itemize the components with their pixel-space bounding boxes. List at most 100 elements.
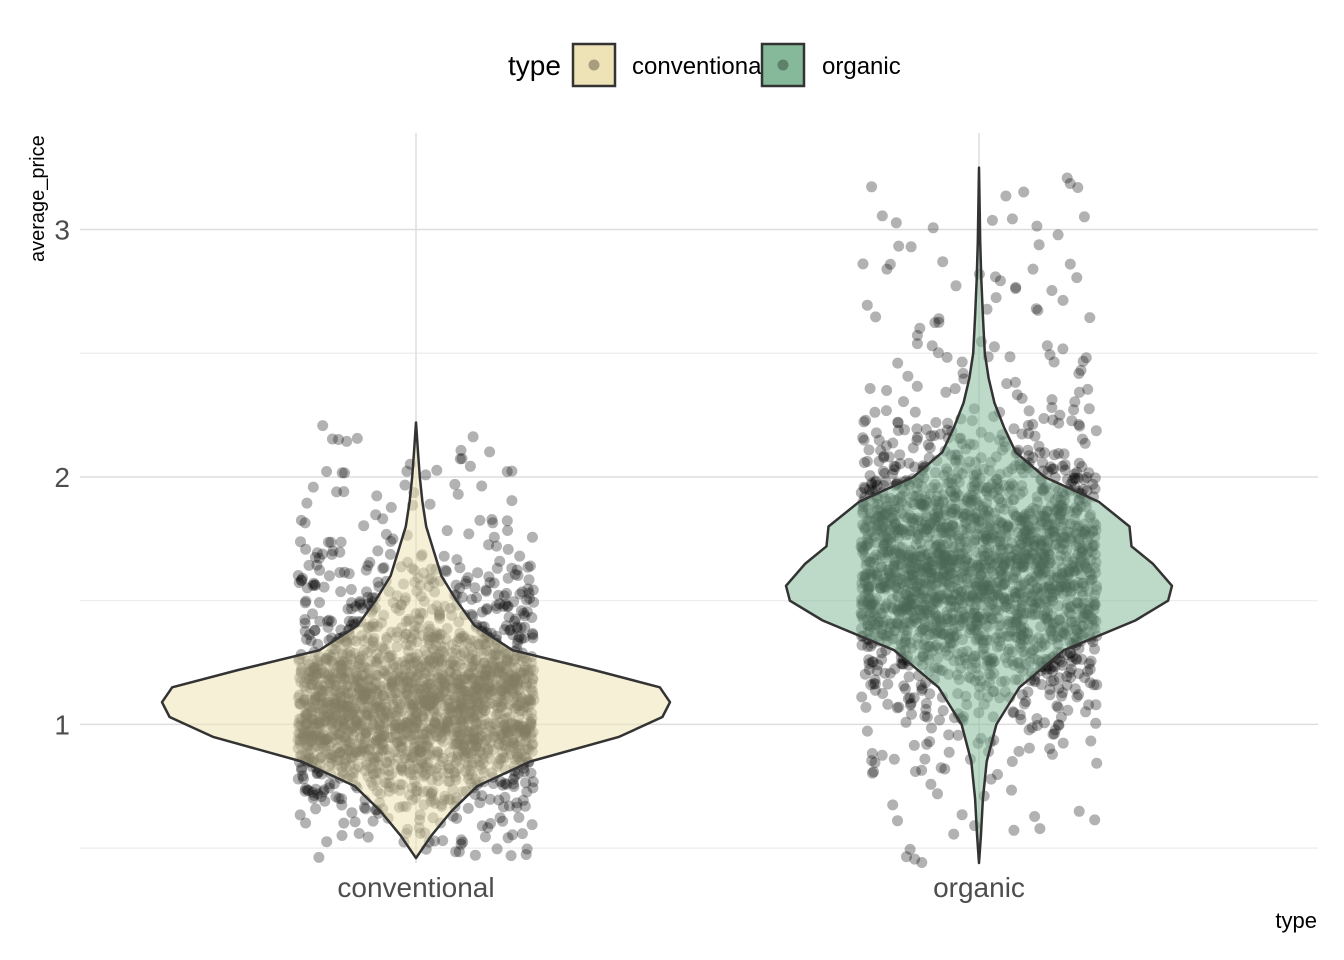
jitter-point bbox=[296, 764, 308, 776]
jitter-point bbox=[957, 367, 969, 379]
jitter-point bbox=[1057, 294, 1069, 306]
jitter-point bbox=[1087, 478, 1099, 490]
jitter-point bbox=[295, 536, 306, 548]
jitter-point bbox=[950, 280, 962, 292]
jitter-point bbox=[452, 488, 464, 500]
legend-label: conventional bbox=[632, 53, 767, 80]
jitter-point bbox=[523, 574, 535, 586]
jitter-point bbox=[518, 607, 530, 619]
jitter-point bbox=[378, 562, 390, 574]
jitter-point bbox=[321, 466, 333, 477]
jitter-point bbox=[1083, 403, 1095, 415]
jitter-point bbox=[994, 275, 1006, 287]
jitter-point bbox=[371, 490, 383, 502]
jitter-point bbox=[904, 699, 916, 711]
jitter-point bbox=[956, 356, 968, 368]
jitter-point bbox=[364, 556, 376, 568]
jitter-point bbox=[464, 460, 476, 472]
jitter-point bbox=[940, 386, 952, 398]
jitter-point bbox=[313, 552, 325, 564]
jitter-point bbox=[502, 832, 514, 844]
jitter-point bbox=[497, 815, 509, 827]
jitter-point bbox=[1030, 303, 1042, 315]
jitter-point bbox=[859, 483, 871, 495]
jitter-point bbox=[1064, 178, 1076, 189]
jitter-point bbox=[1023, 742, 1035, 754]
jitter-point bbox=[916, 857, 928, 868]
jitter-point bbox=[451, 812, 463, 824]
jitter-point bbox=[527, 782, 539, 794]
jitter-point bbox=[506, 465, 518, 477]
jitter-point bbox=[317, 548, 328, 560]
jitter-point bbox=[861, 299, 873, 311]
jitter-point bbox=[292, 773, 304, 785]
jitter-point bbox=[326, 433, 338, 445]
jitter-point bbox=[295, 575, 307, 587]
jitter-point bbox=[879, 467, 891, 479]
jitter-point bbox=[1091, 679, 1103, 691]
jitter-point bbox=[1076, 461, 1088, 473]
jitter-point bbox=[1044, 743, 1056, 755]
jitter-point bbox=[888, 460, 900, 472]
jitter-point bbox=[1006, 756, 1018, 767]
y-axis-title: average_price bbox=[27, 135, 49, 262]
jitter-point bbox=[360, 803, 372, 815]
jitter-point bbox=[440, 564, 451, 576]
jitter-point bbox=[1068, 404, 1080, 416]
jitter-point bbox=[301, 582, 313, 594]
jitter-point bbox=[1016, 689, 1028, 701]
jitter-point bbox=[900, 716, 912, 728]
jitter-point bbox=[314, 615, 326, 627]
jitter-point bbox=[460, 575, 472, 587]
jitter-point bbox=[466, 593, 478, 605]
jitter-point bbox=[527, 632, 539, 644]
jitter-point bbox=[476, 480, 488, 492]
jitter-point bbox=[1073, 457, 1085, 469]
jitter-point bbox=[498, 600, 510, 612]
jitter-point bbox=[899, 424, 910, 436]
jitter-point bbox=[515, 622, 527, 634]
jitter-point bbox=[303, 785, 314, 796]
jitter-point bbox=[1047, 665, 1059, 677]
jitter-point bbox=[890, 461, 902, 473]
jitter-point bbox=[511, 801, 523, 813]
jitter-point bbox=[869, 476, 881, 488]
jitter-point bbox=[387, 533, 399, 545]
jitter-point bbox=[1065, 647, 1077, 659]
jitter-point bbox=[527, 776, 539, 788]
jitter-point bbox=[857, 258, 869, 270]
jitter-point bbox=[522, 583, 534, 595]
jitter-point bbox=[916, 683, 928, 694]
x-axis-title: type bbox=[1275, 908, 1317, 933]
jitter-point bbox=[491, 562, 503, 574]
jitter-point bbox=[299, 785, 311, 797]
jitter-point bbox=[952, 729, 964, 741]
jitter-point bbox=[455, 834, 467, 846]
jitter-point bbox=[1000, 190, 1012, 202]
jitter-point bbox=[880, 440, 892, 452]
jitter-point bbox=[1023, 450, 1035, 462]
jitter-point bbox=[509, 568, 521, 580]
jitter-point bbox=[1090, 425, 1102, 437]
jitter-point bbox=[883, 451, 895, 463]
jitter-point bbox=[1044, 689, 1056, 701]
jitter-point bbox=[502, 572, 514, 584]
jitter-point bbox=[915, 679, 927, 691]
jitter-point bbox=[926, 340, 938, 352]
jitter-point bbox=[1044, 683, 1056, 695]
jitter-point bbox=[863, 444, 875, 456]
jitter-point bbox=[503, 611, 515, 623]
jitter-point bbox=[921, 738, 933, 750]
jitter-point bbox=[1034, 823, 1046, 835]
jitter-point bbox=[312, 788, 324, 800]
jitter-point bbox=[480, 585, 492, 597]
axes: 1 2 3 conventional organic bbox=[54, 215, 1025, 903]
jitter-point bbox=[334, 567, 346, 578]
jitter-point bbox=[343, 615, 355, 627]
jitter-point bbox=[909, 406, 921, 418]
jitter-point bbox=[512, 634, 524, 646]
jitter-point bbox=[1066, 656, 1078, 668]
jitter-point bbox=[511, 564, 523, 576]
jitter-point bbox=[894, 458, 906, 470]
jitter-point bbox=[492, 589, 504, 601]
